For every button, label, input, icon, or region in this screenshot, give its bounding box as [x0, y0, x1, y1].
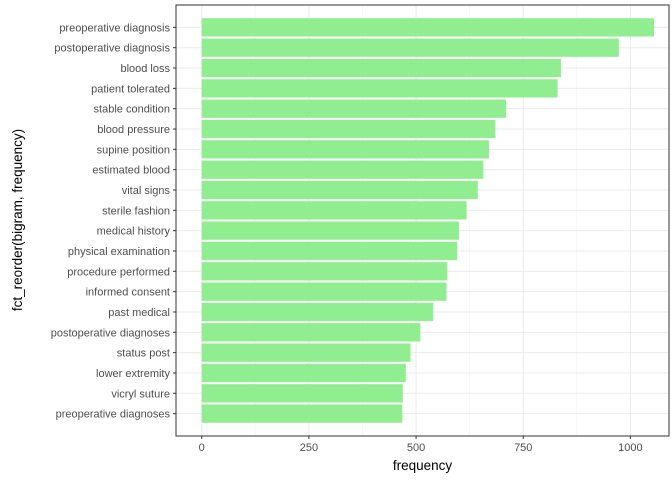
y-tick-label: postoperative diagnosis: [54, 43, 170, 55]
y-axis-title: fct_reorder(bigram, frequency): [10, 129, 25, 311]
bar: [201, 38, 619, 57]
bar: [201, 404, 403, 423]
bar: [201, 241, 458, 261]
bar: [201, 363, 406, 383]
y-tick-label: informed consent: [86, 287, 170, 299]
bar: [201, 79, 558, 98]
bar: [201, 343, 411, 362]
x-axis-title: frequency: [393, 458, 453, 473]
bar: [201, 262, 448, 281]
y-tick-label: status post: [117, 348, 170, 360]
y-axis-ticks: preoperative diagnosis postoperative diag…: [51, 22, 176, 421]
y-tick-label: sterile fashion: [102, 205, 170, 217]
bar: [201, 140, 489, 159]
bar: [201, 201, 467, 220]
bar: [201, 18, 654, 37]
bar: [201, 221, 459, 240]
y-tick-label: stable condition: [94, 104, 170, 116]
bar: [201, 180, 478, 200]
bar: [201, 323, 421, 342]
y-tick-label: past medical: [108, 307, 170, 319]
y-tick-label: patient tolerated: [91, 83, 170, 95]
y-tick-label: vital signs: [122, 185, 171, 197]
y-tick-label: estimated blood: [92, 165, 170, 177]
y-tick-label: blood loss: [120, 63, 170, 75]
y-tick-label: preoperative diagnosis: [59, 22, 170, 34]
y-tick-label: postoperative diagnoses: [51, 327, 171, 339]
x-tick-label: 500: [407, 442, 425, 454]
y-tick-label: medical history: [97, 226, 171, 238]
plot-border: [175, 4, 670, 437]
bar: [201, 302, 434, 322]
bars: [201, 18, 654, 423]
x-axis-ticks: 0 250 500 750 1000: [199, 436, 643, 454]
bar: [201, 384, 403, 403]
bar: [201, 99, 507, 118]
x-tick-label: 250: [300, 442, 318, 454]
y-tick-label: lower extremity: [96, 368, 170, 380]
x-tick-label: 750: [514, 442, 532, 454]
bar: [201, 58, 561, 78]
y-tick-label: blood pressure: [97, 124, 170, 136]
y-tick-label: supine position: [97, 144, 170, 156]
y-tick-label: physical examination: [68, 246, 170, 258]
bar: [201, 282, 447, 301]
y-tick-label: vicryl suture: [111, 388, 170, 400]
x-tick-label: 1000: [618, 442, 642, 454]
y-tick-label: preoperative diagnoses: [56, 409, 171, 421]
y-tick-label: procedure performed: [67, 266, 170, 278]
bar: [201, 160, 484, 179]
x-tick-label: 0: [199, 442, 205, 454]
bar: [201, 119, 496, 139]
